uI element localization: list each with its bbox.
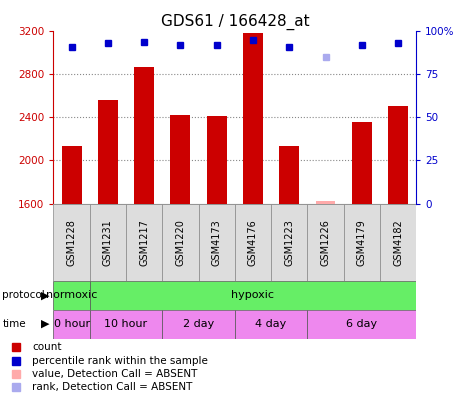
Text: percentile rank within the sample: percentile rank within the sample xyxy=(32,356,208,366)
Text: 10 hour: 10 hour xyxy=(105,319,147,329)
Text: GSM1217: GSM1217 xyxy=(139,219,149,266)
Text: GSM1226: GSM1226 xyxy=(320,219,331,266)
Bar xyxy=(126,204,162,281)
Text: 6 day: 6 day xyxy=(346,319,377,329)
Bar xyxy=(90,204,126,281)
Bar xyxy=(243,33,263,204)
Bar xyxy=(53,204,90,281)
Bar xyxy=(134,67,154,204)
Bar xyxy=(162,310,235,339)
Text: 2 day: 2 day xyxy=(183,319,214,329)
Bar xyxy=(199,204,235,281)
Text: normoxic: normoxic xyxy=(46,290,97,300)
Bar xyxy=(307,204,344,281)
Bar xyxy=(344,204,380,281)
Text: 0 hour: 0 hour xyxy=(53,319,90,329)
Bar xyxy=(53,310,90,339)
Bar xyxy=(279,147,299,204)
Bar xyxy=(380,204,416,281)
Bar xyxy=(162,204,199,281)
Text: GSM4176: GSM4176 xyxy=(248,219,258,266)
Bar xyxy=(352,122,372,204)
Bar xyxy=(316,202,335,204)
Text: GSM1228: GSM1228 xyxy=(66,219,77,266)
Text: protocol: protocol xyxy=(2,290,45,300)
Text: GSM1223: GSM1223 xyxy=(284,219,294,266)
Text: GSM1231: GSM1231 xyxy=(103,219,113,266)
Bar xyxy=(307,310,416,339)
Text: ▶: ▶ xyxy=(41,290,49,300)
Text: count: count xyxy=(32,342,62,352)
Text: value, Detection Call = ABSENT: value, Detection Call = ABSENT xyxy=(32,369,198,379)
Text: GSM4173: GSM4173 xyxy=(212,219,222,266)
Text: ▶: ▶ xyxy=(41,319,49,329)
Text: rank, Detection Call = ABSENT: rank, Detection Call = ABSENT xyxy=(32,382,193,392)
Bar xyxy=(62,147,81,204)
Bar xyxy=(235,204,271,281)
Bar xyxy=(90,310,162,339)
Bar xyxy=(388,106,408,204)
Bar xyxy=(171,115,190,204)
Title: GDS61 / 166428_at: GDS61 / 166428_at xyxy=(160,14,309,30)
Bar xyxy=(98,100,118,204)
Text: hypoxic: hypoxic xyxy=(232,290,274,300)
Bar xyxy=(207,116,226,204)
Bar xyxy=(53,281,90,310)
Text: GSM4182: GSM4182 xyxy=(393,219,403,266)
Text: time: time xyxy=(2,319,26,329)
Text: GSM1220: GSM1220 xyxy=(175,219,186,266)
Bar xyxy=(235,310,307,339)
Text: 4 day: 4 day xyxy=(255,319,287,329)
Text: GSM4179: GSM4179 xyxy=(357,219,367,266)
Bar xyxy=(271,204,307,281)
